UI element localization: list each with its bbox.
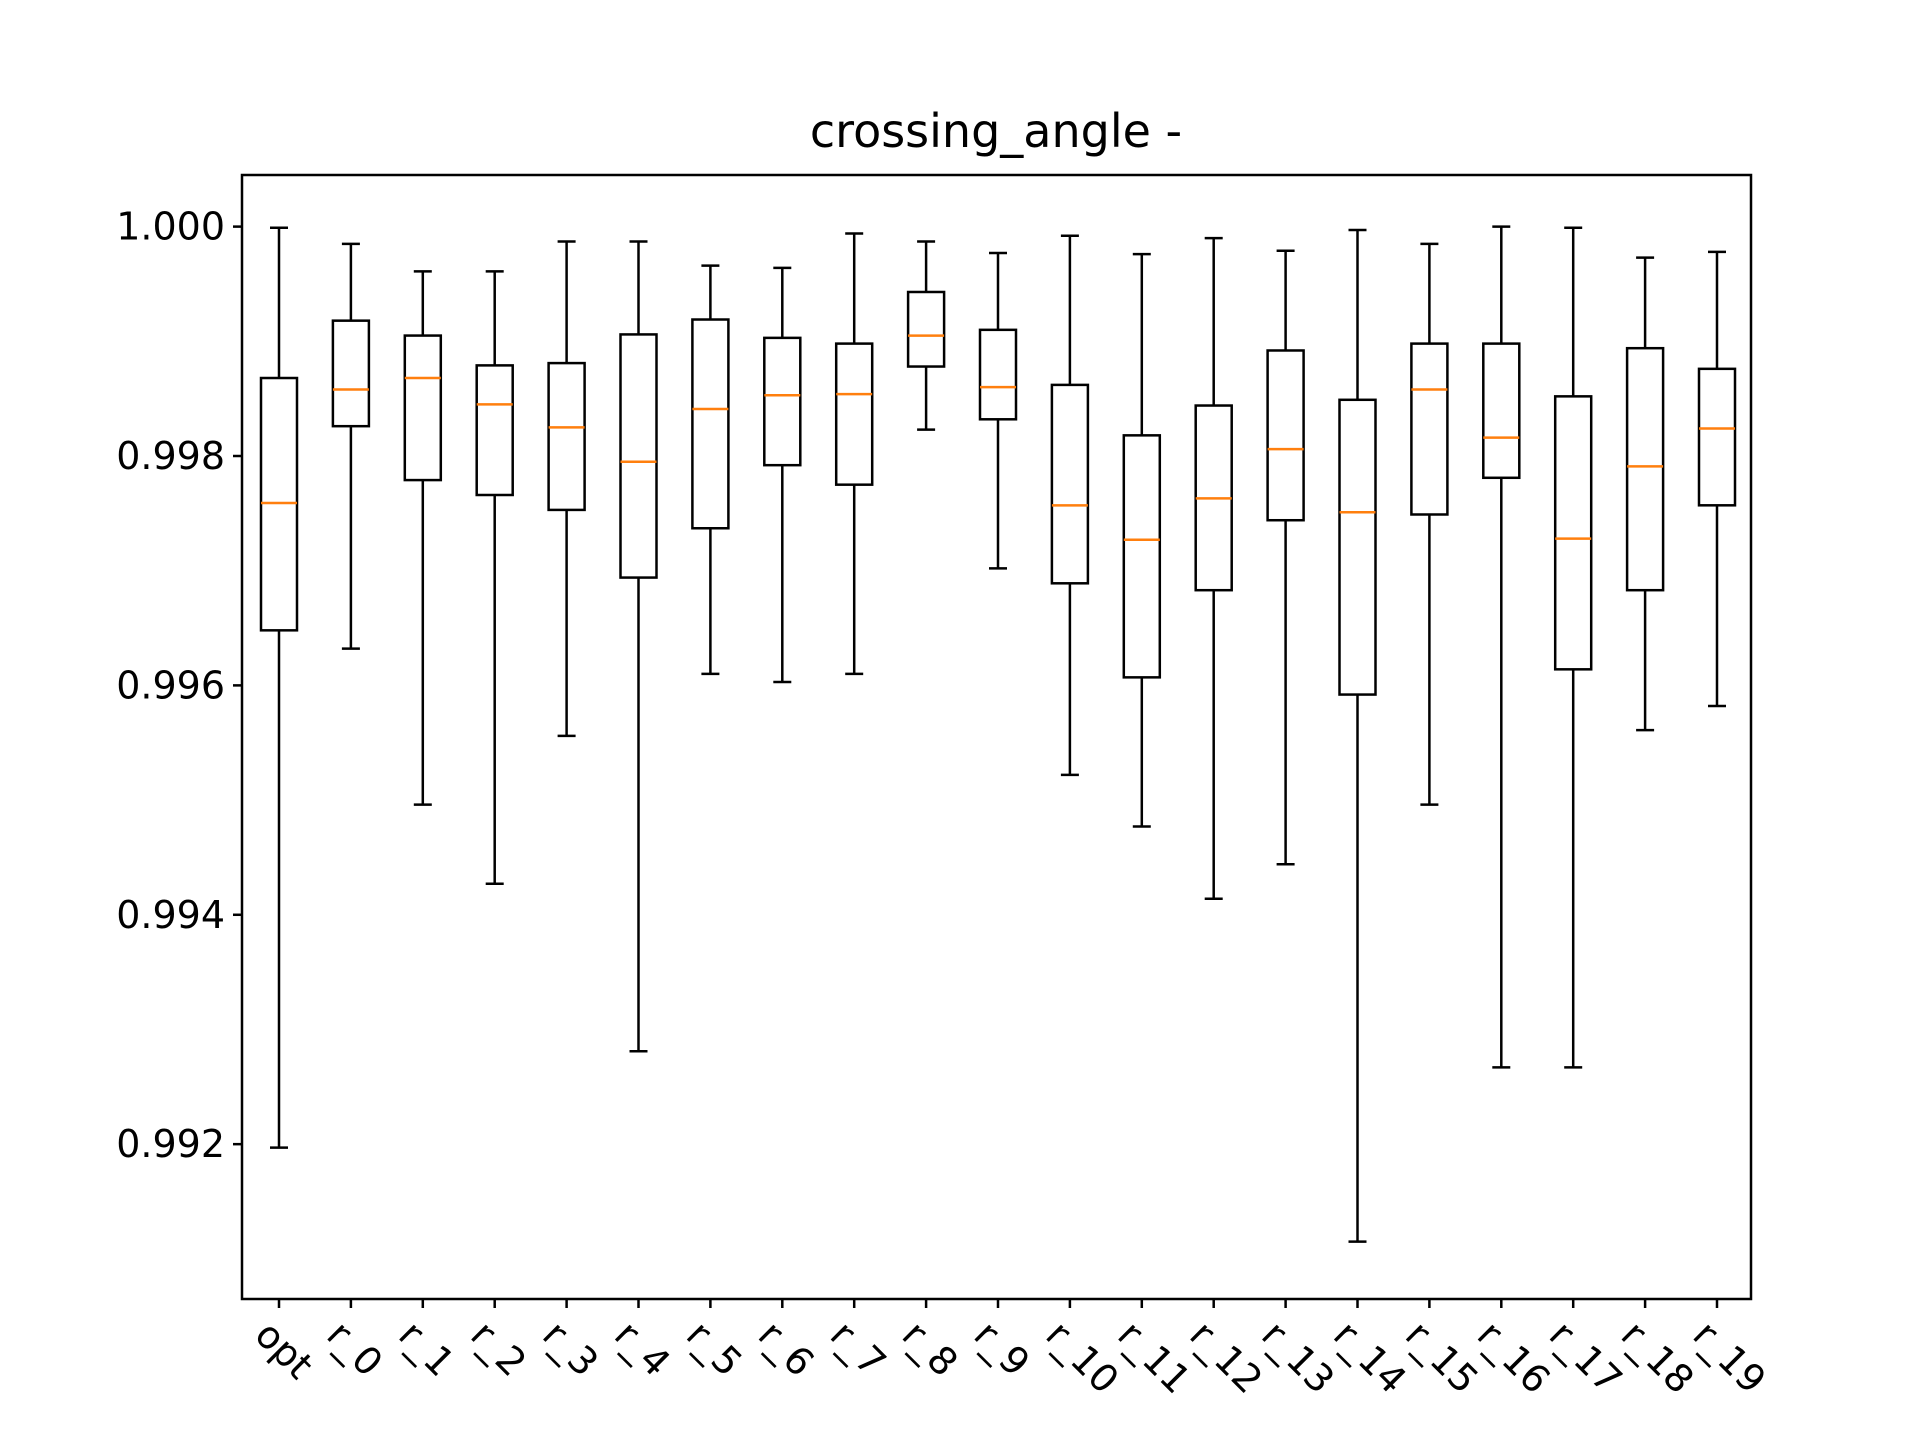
boxes-layer bbox=[259, 225, 1737, 1243]
box-r-13 bbox=[1266, 249, 1305, 866]
box-iqr bbox=[834, 342, 874, 486]
x-tick-label: r_2 bbox=[462, 1312, 535, 1385]
box-r-18 bbox=[1625, 256, 1665, 732]
box-r-4 bbox=[619, 240, 658, 1053]
y-tick-label: 1.000 bbox=[116, 205, 225, 249]
box-iqr bbox=[475, 364, 514, 497]
x-tick-label: r_9 bbox=[966, 1312, 1039, 1385]
box-opt bbox=[259, 226, 299, 1149]
box-r-10 bbox=[1050, 234, 1090, 777]
box-r-14 bbox=[1338, 228, 1377, 1243]
box-iqr bbox=[547, 361, 586, 512]
y-tick-label: 0.996 bbox=[116, 663, 225, 707]
box-iqr bbox=[619, 333, 658, 579]
box-iqr bbox=[978, 328, 1018, 421]
x-tick-label: r_12 bbox=[1181, 1312, 1271, 1402]
y-tick-label: 0.992 bbox=[116, 1122, 225, 1166]
box-r-12 bbox=[1194, 236, 1233, 900]
x-tick-label: r_19 bbox=[1685, 1312, 1775, 1402]
box-r-17 bbox=[1553, 226, 1593, 1069]
box-iqr bbox=[1625, 346, 1665, 592]
x-tick-label: r_10 bbox=[1038, 1312, 1128, 1402]
box-iqr bbox=[1697, 367, 1737, 507]
x-tick-label: r_14 bbox=[1325, 1312, 1415, 1402]
x-tick-label: r_11 bbox=[1109, 1312, 1199, 1402]
box-iqr bbox=[763, 336, 802, 467]
box-r-5 bbox=[691, 264, 730, 676]
box-r-16 bbox=[1482, 225, 1521, 1069]
box-iqr bbox=[1553, 395, 1593, 671]
box-r-1 bbox=[403, 270, 443, 806]
box-r-11 bbox=[1122, 252, 1162, 828]
x-tick-label: r_1 bbox=[390, 1312, 463, 1385]
box-r-19 bbox=[1697, 250, 1737, 708]
x-tick-label: r_13 bbox=[1253, 1312, 1343, 1402]
box-r-7 bbox=[834, 232, 874, 676]
box-iqr bbox=[403, 334, 443, 482]
box-r-3 bbox=[547, 240, 586, 738]
y-tick-label: 0.994 bbox=[116, 893, 225, 937]
box-iqr bbox=[1266, 349, 1305, 522]
box-iqr bbox=[1122, 434, 1162, 679]
box-r-0 bbox=[331, 242, 371, 650]
box-r-15 bbox=[1410, 242, 1449, 806]
x-tick-label: r_15 bbox=[1397, 1312, 1487, 1402]
box-iqr bbox=[1050, 383, 1090, 585]
y-axis: 0.992 0.994 0.996 0.998 1.000 bbox=[116, 205, 242, 1166]
box-iqr bbox=[331, 319, 371, 428]
box-iqr bbox=[1410, 342, 1449, 516]
x-tick-label: r_3 bbox=[534, 1312, 607, 1385]
box-iqr bbox=[1338, 398, 1377, 696]
chart-title: crossing_angle - bbox=[810, 104, 1182, 158]
box-iqr bbox=[691, 318, 730, 530]
x-tick-label: opt bbox=[247, 1312, 322, 1387]
x-tick-label: r_0 bbox=[319, 1312, 392, 1385]
x-tick-label: r_6 bbox=[750, 1312, 823, 1385]
box-r-8 bbox=[906, 240, 946, 431]
box-iqr bbox=[1482, 342, 1521, 480]
x-tick-label: r_8 bbox=[894, 1312, 967, 1385]
box-r-2 bbox=[475, 270, 514, 886]
y-tick-label: 0.998 bbox=[116, 434, 225, 478]
x-tick-label: r_17 bbox=[1541, 1312, 1631, 1402]
x-tick-label: r_5 bbox=[678, 1312, 751, 1385]
x-tick-label: r_16 bbox=[1469, 1312, 1559, 1402]
x-tick-label: r_4 bbox=[606, 1312, 679, 1385]
plot-frame bbox=[240, 173, 1753, 1301]
box-r-9 bbox=[978, 251, 1018, 570]
box-iqr bbox=[906, 290, 946, 368]
x-tick-label: r_18 bbox=[1613, 1312, 1703, 1402]
box-r-6 bbox=[763, 266, 802, 684]
x-tick-label: r_7 bbox=[822, 1312, 895, 1385]
